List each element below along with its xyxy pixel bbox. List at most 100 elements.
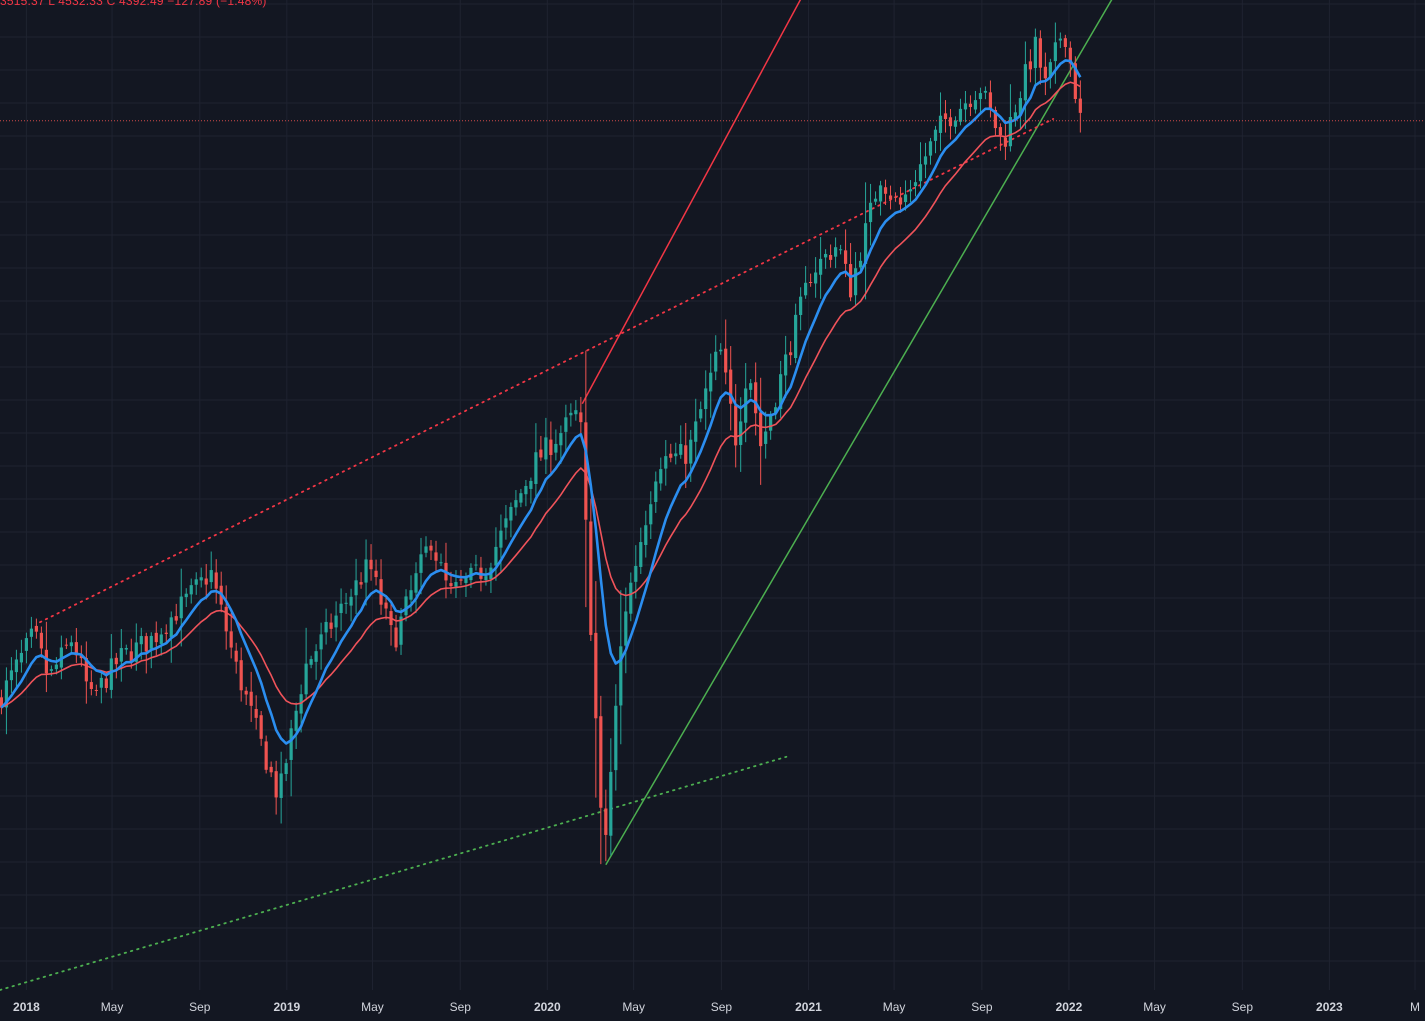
candle-body — [679, 444, 683, 455]
candle-body — [719, 349, 723, 352]
candle-body — [119, 648, 123, 662]
candle-body — [364, 559, 368, 583]
ma-fast-line — [0, 59, 1082, 745]
candle-body — [184, 593, 188, 598]
x-tick-label: Sep — [189, 1000, 211, 1014]
candle-body — [529, 480, 533, 489]
candle-body — [14, 659, 19, 673]
candle-body — [599, 716, 603, 808]
candle-body — [1078, 98, 1082, 113]
candle-body — [29, 628, 33, 637]
candle-body — [309, 659, 313, 665]
candle-body — [524, 485, 528, 495]
candle-body — [784, 354, 788, 376]
x-tick-label: May — [622, 1000, 645, 1014]
time-axis[interactable]: 2018 May Sep 2019 May Sep 2020 May Sep 2021 May Sep… — [13, 1000, 1420, 1014]
candles — [0, 22, 1082, 865]
resistance-dotted-line — [39, 118, 1055, 624]
candle-body — [604, 808, 608, 835]
candle-body — [739, 421, 743, 445]
candle-body — [424, 546, 428, 553]
candle-body — [254, 708, 258, 718]
candle-body — [709, 372, 713, 392]
candle-body — [779, 374, 783, 410]
candle-body — [434, 552, 438, 561]
x-tick-label: 2021 — [795, 1000, 822, 1014]
candle-body — [349, 596, 353, 606]
candle-body — [234, 650, 238, 662]
candle-body — [54, 664, 58, 670]
candle-body — [259, 715, 263, 739]
candle-body — [484, 576, 488, 581]
candle-body — [209, 570, 213, 583]
candle-body — [1033, 36, 1037, 69]
candle-body — [239, 660, 243, 691]
candle-body — [314, 651, 318, 662]
trendlines — [0, 0, 1113, 991]
candle-body — [414, 573, 418, 593]
candle-body — [369, 559, 373, 570]
candle-body — [928, 141, 933, 156]
candle-body — [674, 453, 678, 457]
x-tick-label: 2019 — [274, 1000, 301, 1014]
candle-body — [634, 565, 638, 582]
candle-body — [454, 582, 458, 587]
candle-body — [664, 456, 668, 469]
candle-body — [124, 648, 128, 650]
candle-body — [963, 103, 968, 110]
candle-body — [729, 369, 733, 404]
candle-body — [199, 577, 203, 581]
candle-body — [769, 415, 773, 431]
candle-body — [229, 631, 233, 648]
candle-body — [419, 554, 423, 573]
candle-body — [828, 254, 833, 260]
candle-body — [1028, 61, 1032, 70]
candle-body — [878, 185, 883, 202]
candle-body — [79, 655, 83, 659]
candle-body — [629, 582, 633, 614]
candle-body — [868, 202, 873, 223]
candle-body — [614, 705, 618, 771]
candle-body — [694, 421, 698, 442]
candle-body — [993, 109, 998, 129]
candle-body — [149, 635, 153, 649]
candle-body — [339, 603, 343, 614]
candle-body — [824, 253, 828, 258]
candle-body — [359, 582, 363, 585]
candle-body — [699, 409, 703, 419]
candle-body — [569, 412, 573, 416]
candle-body — [609, 771, 613, 836]
candle-body — [619, 646, 623, 706]
candle-body — [164, 632, 168, 634]
candle-body — [474, 564, 478, 566]
candle-body — [983, 90, 988, 93]
grid-lines — [0, 0, 1425, 990]
x-tick-label: May — [101, 1000, 124, 1014]
support-dotted-line — [0, 755, 788, 991]
candle-body — [89, 682, 93, 689]
candle-body — [214, 572, 218, 589]
candle-body — [304, 663, 308, 695]
candle-body — [344, 602, 348, 604]
candle-body — [903, 194, 908, 202]
x-tick-label: 2023 — [1316, 1000, 1343, 1014]
candle-body — [789, 352, 793, 356]
x-tick-label: Sep — [1232, 1000, 1254, 1014]
candle-body — [279, 773, 283, 798]
candle-body — [49, 669, 53, 671]
candle-body — [544, 437, 548, 460]
candle-body — [284, 763, 288, 775]
candle-body — [724, 348, 728, 373]
candle-body — [809, 282, 813, 284]
candle-body — [534, 452, 538, 484]
candle-body — [873, 198, 878, 202]
x-tick-label: 2020 — [534, 1000, 561, 1014]
candle-body — [169, 617, 173, 638]
candle-body — [888, 195, 893, 200]
candle-body — [938, 115, 943, 133]
candle-body — [9, 670, 14, 681]
candle-body — [134, 642, 138, 662]
candle-body — [399, 616, 403, 645]
